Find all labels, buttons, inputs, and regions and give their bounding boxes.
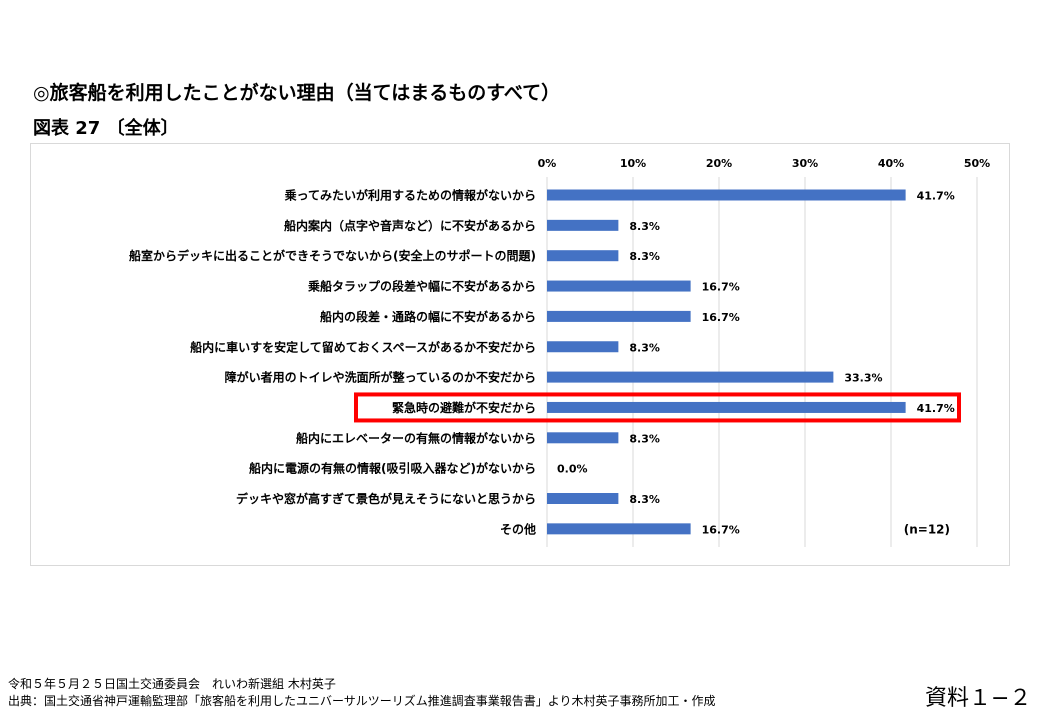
data-label: 8.3% — [629, 432, 660, 445]
bar — [547, 250, 619, 262]
document-number: 資料１−２ — [925, 686, 1032, 711]
sample-size-annotation: (n=12) — [904, 522, 950, 536]
chart-area — [30, 143, 1010, 566]
data-label: 8.3% — [629, 341, 660, 354]
x-tick-label: 50% — [964, 157, 990, 170]
category-label: 船内の段差・通路の幅に不安があるから — [320, 309, 536, 324]
footer-source: 出典：国土交通省神戸運輸監理部「旅客船を利用したユニバーサルツーリズム推進調査事… — [8, 694, 716, 708]
footer-meeting-info: 令和５年５月２５日国土交通委員会 れいわ新選組 木村英子 — [8, 677, 336, 691]
bar-chart: 0% 10% 20% 30% 40% 50% 乗ってみたいが利用するための情報がないから 41… — [129, 157, 990, 547]
data-label: 41.7% — [917, 190, 955, 203]
data-label: 8.3% — [629, 250, 660, 263]
x-tick-label: 10% — [620, 157, 646, 170]
category-label: 船内案内（点字や音声など）に不安があるから — [284, 218, 536, 233]
category-label: 船内に車いすを安定して留めておくスペースがあるか不安だから — [190, 339, 536, 354]
highlight-box — [354, 392, 961, 423]
category-label: 船内に電源の有無の情報(吸引吸入器など)がないから — [249, 461, 536, 476]
bar — [547, 189, 906, 201]
category-label: 障がい者用のトイレや洗面所が整っているのか不安だから — [225, 370, 536, 385]
x-tick-label: 20% — [706, 157, 732, 170]
category-label: 船室からデッキに出ることができそうでないから(安全上のサポートの問題) — [129, 248, 536, 263]
data-label: 41.7% — [917, 402, 955, 415]
x-tick-label: 30% — [792, 157, 818, 170]
category-label: デッキや窓が高すぎて景色が見えそうにないと思うから — [236, 491, 536, 506]
data-label: 8.3% — [629, 220, 660, 233]
bar — [547, 432, 619, 444]
bar — [547, 341, 619, 353]
bar — [547, 219, 619, 231]
bar — [547, 401, 906, 413]
bar — [547, 371, 834, 383]
bar — [547, 310, 691, 322]
category-label: 乗ってみたいが利用するための情報がないから — [285, 188, 536, 203]
page-title: ◎旅客船を利用したことがない理由（当てはまるものすべて） — [33, 82, 561, 104]
x-tick-label: 0% — [538, 157, 557, 170]
category-label: 緊急時の避難が不安だから — [392, 400, 536, 415]
category-label: その他 — [500, 521, 536, 536]
data-label: 16.7% — [702, 523, 740, 536]
category-label: 乗船タラップの段差や幅に不安があるから — [308, 279, 536, 294]
figure-caption: 図表 27 〔全体〕 — [33, 118, 179, 139]
x-tick-label: 40% — [878, 157, 904, 170]
bar — [547, 523, 691, 535]
data-label: 16.7% — [702, 281, 740, 294]
data-label: 16.7% — [702, 311, 740, 324]
data-label: 0.0% — [557, 463, 588, 476]
category-label: 船内にエレベーターの有無の情報がないから — [296, 430, 536, 445]
bar — [547, 493, 619, 504]
data-label: 8.3% — [629, 493, 660, 506]
data-label: 33.3% — [844, 372, 882, 385]
bar — [547, 280, 691, 292]
